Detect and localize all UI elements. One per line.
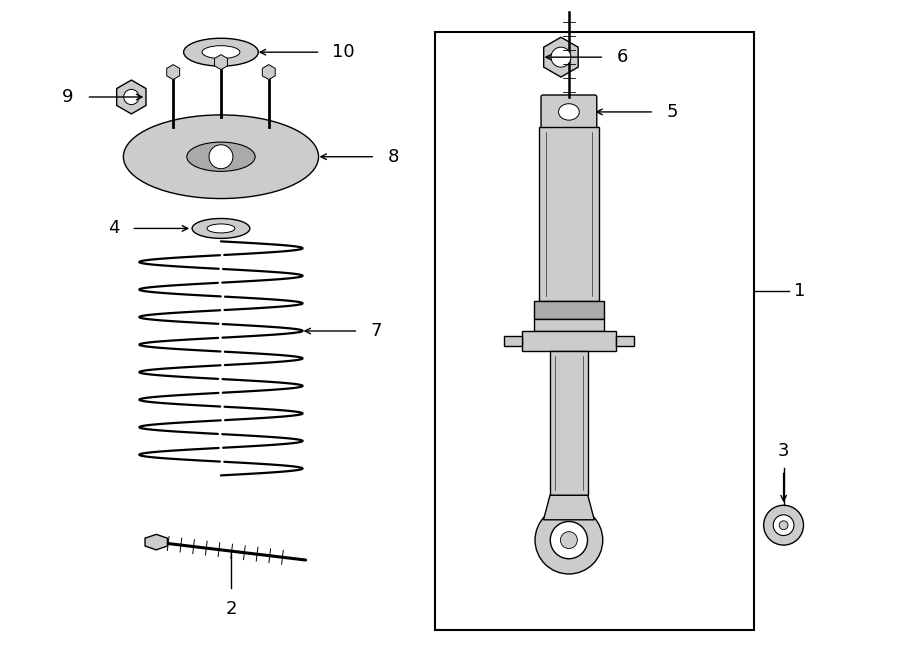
Bar xyxy=(504,336,522,346)
Bar xyxy=(550,351,588,495)
Polygon shape xyxy=(214,55,228,69)
Text: 1: 1 xyxy=(794,282,805,300)
Bar xyxy=(435,32,753,630)
Ellipse shape xyxy=(202,46,240,59)
Ellipse shape xyxy=(559,104,580,120)
Polygon shape xyxy=(544,495,594,520)
Text: 8: 8 xyxy=(387,147,399,166)
Polygon shape xyxy=(544,37,578,77)
Ellipse shape xyxy=(184,38,258,66)
Bar xyxy=(539,127,599,301)
Text: 7: 7 xyxy=(370,322,382,340)
Text: 5: 5 xyxy=(666,103,678,121)
Text: 6: 6 xyxy=(616,48,627,66)
Polygon shape xyxy=(166,65,180,79)
Bar xyxy=(534,319,604,331)
Bar xyxy=(616,336,634,346)
Ellipse shape xyxy=(187,142,255,171)
Text: 4: 4 xyxy=(108,219,120,237)
Ellipse shape xyxy=(207,224,235,233)
Bar xyxy=(534,301,604,319)
Circle shape xyxy=(551,47,571,67)
Bar xyxy=(522,331,617,351)
Text: 10: 10 xyxy=(332,43,356,61)
Text: 2: 2 xyxy=(225,600,237,618)
Circle shape xyxy=(550,522,588,559)
Circle shape xyxy=(764,505,804,545)
Circle shape xyxy=(773,515,794,535)
Circle shape xyxy=(209,145,233,169)
Polygon shape xyxy=(117,80,146,114)
Ellipse shape xyxy=(123,115,319,198)
Polygon shape xyxy=(262,65,275,79)
Circle shape xyxy=(123,89,139,104)
Circle shape xyxy=(561,531,578,549)
Text: 3: 3 xyxy=(778,442,789,461)
FancyBboxPatch shape xyxy=(541,95,597,129)
Circle shape xyxy=(779,521,788,529)
Ellipse shape xyxy=(192,219,250,239)
Text: 9: 9 xyxy=(62,88,74,106)
Circle shape xyxy=(535,506,603,574)
Polygon shape xyxy=(145,534,167,550)
